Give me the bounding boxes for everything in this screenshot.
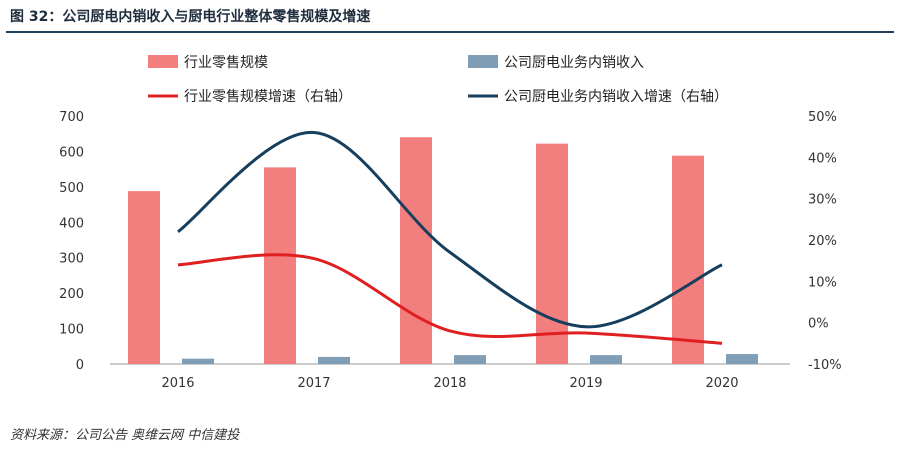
bar-company-domestic xyxy=(318,356,350,364)
y-right-tick-label: 30% xyxy=(808,193,837,208)
y-right-tick-label: 10% xyxy=(808,275,837,290)
y-left-tick-label: 200 xyxy=(59,287,84,302)
bar-company-domestic xyxy=(454,355,486,364)
bar-company-domestic xyxy=(726,354,758,364)
y-right-tick-label: 50% xyxy=(808,110,837,125)
bar-company-domestic xyxy=(590,355,622,364)
axes: 0 100 200 300 400 500 600 700 -10% 0% 10% 20% 30% 40%… xyxy=(59,110,841,391)
bars xyxy=(128,137,758,364)
bar-industry-retail xyxy=(128,191,160,364)
line-company-growth xyxy=(177,131,723,329)
y-left-tick-label: 500 xyxy=(59,181,84,196)
bar-industry-retail xyxy=(536,143,568,364)
y-right-tick-label: 40% xyxy=(808,151,837,166)
legend-label-2: 行业零售规模增速（右轴） xyxy=(184,89,352,105)
y-left-tick-label: 700 xyxy=(59,110,84,125)
x-tick-label: 2019 xyxy=(569,376,602,391)
x-tick-label: 2017 xyxy=(297,376,330,391)
y-right-tick-label: 0% xyxy=(808,317,829,332)
line-industry-growth xyxy=(177,253,723,345)
x-tick-label: 2020 xyxy=(705,376,738,391)
x-tick-label: 2018 xyxy=(433,376,466,391)
bar-industry-retail xyxy=(400,137,432,364)
legend-label-1: 公司厨电业务内销收入 xyxy=(504,55,644,71)
y-right-tick-label: -10% xyxy=(808,358,842,373)
y-right-tick-label: 20% xyxy=(808,234,837,249)
source-note: 资料来源：公司公告 奥维云网 中信建投 xyxy=(10,428,240,443)
bar-industry-retail xyxy=(672,155,704,364)
legend-label-3: 公司厨电业务内销收入增速（右轴） xyxy=(504,89,728,105)
bar-company-domestic xyxy=(182,358,214,364)
bar-industry-retail xyxy=(264,167,296,364)
legend-label-0: 行业零售规模 xyxy=(184,55,268,71)
y-left-tick-label: 600 xyxy=(59,145,84,160)
lines xyxy=(177,131,723,345)
y-left-tick-label: 0 xyxy=(76,358,84,373)
title-divider xyxy=(6,31,894,33)
y-left-tick-label: 100 xyxy=(59,323,84,338)
legend-swatch-1 xyxy=(468,55,498,68)
legend-swatch-0 xyxy=(148,55,178,68)
chart-title: 图 32：公司厨电内销收入与厨电行业整体零售规模及增速 xyxy=(10,9,371,25)
y-left-tick-label: 300 xyxy=(59,252,84,267)
x-tick-label: 2016 xyxy=(161,376,194,391)
y-left-tick-label: 400 xyxy=(59,216,84,231)
